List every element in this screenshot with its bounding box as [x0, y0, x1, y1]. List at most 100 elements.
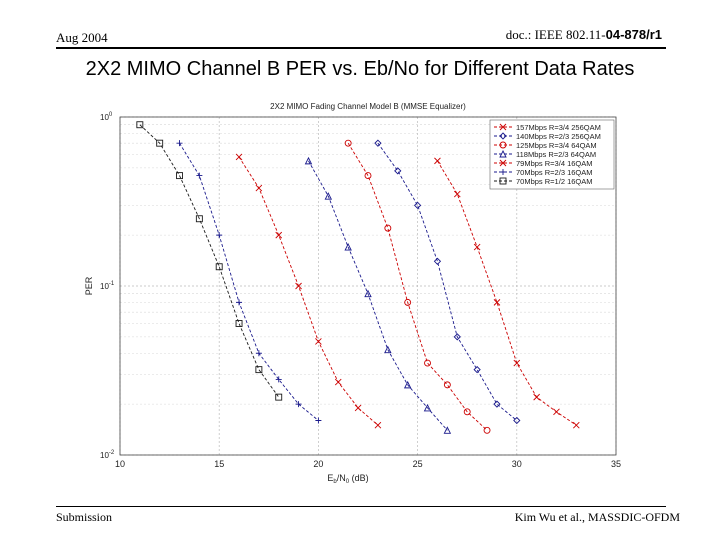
- series-line-4: [238, 156, 379, 426]
- data-point-s1: [453, 333, 461, 341]
- x-tick-label: 35: [611, 459, 621, 469]
- data-point-s5: [315, 417, 322, 424]
- series-line-5: [179, 142, 319, 421]
- legend-box: [489, 119, 615, 190]
- data-point-s6: [275, 393, 283, 401]
- data-point-s2: [483, 426, 491, 434]
- data-point-s2: [384, 224, 392, 232]
- data-point-s4: [374, 421, 382, 429]
- data-point-s3: [384, 345, 392, 354]
- data-point-s5: [216, 232, 223, 239]
- legend-label: 157Mbps R=3/4 256QAM: [516, 123, 601, 132]
- legend-label: 79Mbps R=3/4 16QAM: [516, 159, 593, 168]
- slide-title: 2X2 MIMO Channel B PER vs. Eb/No for Dif…: [85, 58, 635, 80]
- x-tick-label: 15: [214, 459, 224, 469]
- series-line-0: [437, 160, 577, 426]
- data-point-s2: [344, 139, 352, 147]
- y-tick-label: 100: [100, 112, 113, 122]
- data-point-s3: [443, 426, 452, 434]
- data-point-s1: [394, 167, 402, 175]
- data-point-s2: [364, 172, 372, 180]
- data-point-s1: [473, 365, 481, 374]
- data-point-s0: [553, 408, 560, 416]
- doc-prefix: doc.: IEEE 802.11-: [505, 27, 606, 42]
- chart-title: 2X2 MIMO Fading Channel Model B (MMSE Eq…: [270, 102, 466, 111]
- data-point-s4: [235, 153, 243, 161]
- data-point-s6: [176, 172, 183, 180]
- data-point-s3: [423, 403, 432, 412]
- data-point-s3: [344, 243, 352, 251]
- data-point-s6: [255, 366, 263, 374]
- doc-id: doc.: IEEE 802.11-04-878/r1: [506, 27, 662, 43]
- x-tick-label: 25: [413, 459, 423, 469]
- y-tick-label: 10-1: [100, 281, 115, 291]
- data-point-s2: [463, 408, 471, 416]
- data-point-s1: [513, 416, 521, 425]
- data-point-s1: [493, 400, 501, 408]
- legend-label: 125Mbps R=3/4 64QAM: [516, 141, 597, 150]
- plot-frame: [119, 116, 617, 456]
- legend-label: 140Mbps R=2/3 256QAM: [516, 132, 601, 141]
- data-point-s4: [275, 231, 283, 239]
- data-point-s1: [413, 201, 422, 210]
- data-point-s4: [354, 404, 362, 412]
- data-point-s3: [364, 289, 372, 298]
- data-point-s0: [573, 421, 580, 429]
- x-tick-label: 30: [512, 459, 522, 469]
- data-point-s6: [156, 139, 164, 147]
- doc-number: 04-878/r1: [605, 27, 662, 42]
- data-point-s5: [295, 401, 302, 408]
- y-axis-label: PER: [84, 276, 94, 295]
- data-point-s4: [255, 184, 263, 192]
- header-rule: [56, 47, 666, 49]
- data-point-s5: [275, 376, 282, 383]
- footer-author: Kim Wu et al., MASSDIC-OFDM: [514, 510, 680, 524]
- data-point-s5: [196, 172, 203, 179]
- data-point-s4: [334, 378, 342, 386]
- data-point-s5: [255, 350, 262, 357]
- series-line-6: [139, 124, 280, 398]
- data-point-s6: [215, 263, 223, 271]
- legend-marker: [499, 132, 507, 140]
- series-line-1: [377, 142, 518, 421]
- data-point-s4: [295, 282, 302, 290]
- data-point-s2: [404, 298, 412, 306]
- data-point-s2: [424, 359, 431, 367]
- data-point-s0: [473, 243, 481, 251]
- series-line-2: [347, 142, 488, 431]
- legend-marker: [499, 149, 507, 158]
- data-point-s0: [434, 157, 441, 165]
- data-point-s5: [236, 299, 243, 306]
- data-point-s6: [235, 320, 243, 327]
- legend-marker: [499, 177, 507, 185]
- footer-submission: Submission: [56, 510, 113, 524]
- slide-date: Aug 2004: [56, 30, 108, 45]
- legend-label: 118Mbps R=2/3 64QAM: [516, 150, 596, 159]
- legend-marker: [499, 141, 507, 149]
- series-line-3: [308, 160, 448, 431]
- data-point-s2: [443, 381, 451, 389]
- legend-marker: [499, 159, 507, 167]
- data-point-s0: [453, 190, 461, 198]
- data-point-s3: [324, 192, 333, 200]
- legend-marker: [500, 169, 506, 175]
- legend-marker: [499, 123, 507, 131]
- data-point-s3: [304, 156, 313, 165]
- x-axis-label: Eb/N0 (dB): [327, 473, 368, 485]
- data-point-s0: [513, 359, 521, 367]
- data-point-s1: [433, 257, 442, 265]
- data-point-s4: [315, 338, 322, 345]
- x-tick-label: 10: [115, 459, 125, 469]
- legend-label: 70Mbps R=2/3 16QAM: [516, 168, 593, 177]
- x-tick-label: 20: [313, 459, 323, 469]
- data-point-s1: [374, 139, 382, 147]
- data-point-s6: [136, 121, 144, 129]
- y-tick-label: 10-2: [100, 450, 115, 460]
- data-point-s0: [493, 299, 501, 306]
- data-point-s5: [176, 140, 183, 147]
- data-point-s6: [195, 215, 203, 223]
- footer-rule: [56, 506, 666, 507]
- legend-label: 70Mbps R=1/2 16QAM: [516, 177, 593, 186]
- data-point-s3: [403, 380, 412, 389]
